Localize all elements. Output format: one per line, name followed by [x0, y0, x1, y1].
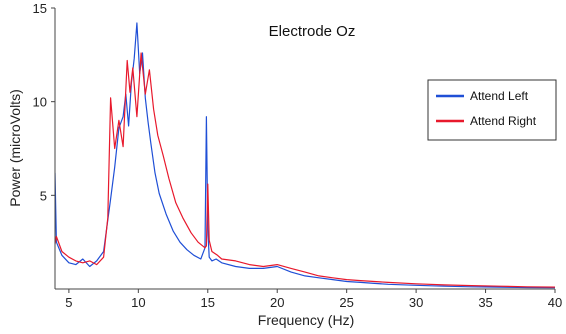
- y-tick-label: 10: [33, 95, 47, 110]
- x-tick-label: 40: [548, 295, 562, 310]
- y-axis-label: Power (microVolts): [7, 89, 23, 206]
- legend-label-attend-left: Attend Left: [470, 89, 529, 103]
- x-tick-label: 10: [131, 295, 145, 310]
- y-tick-label: 5: [40, 188, 47, 203]
- x-tick-label: 5: [65, 295, 72, 310]
- series-line-attend-left: [55, 22, 555, 289]
- y-tick-label: 15: [33, 1, 47, 16]
- legend: Attend Left Attend Right: [427, 79, 557, 141]
- chart-title: Electrode Oz: [269, 23, 356, 40]
- tick-layer: 5 10 15 20 25 30 35 40 5 10 15: [33, 1, 563, 310]
- x-tick-label: 35: [478, 295, 492, 310]
- x-tick-label: 20: [270, 295, 284, 310]
- legend-box: [427, 79, 557, 141]
- x-axis-label: Frequency (Hz): [258, 312, 354, 328]
- x-tick-label: 25: [339, 295, 353, 310]
- series-layer: [55, 22, 555, 289]
- x-tick-label: 15: [201, 295, 215, 310]
- x-tick-label: 30: [409, 295, 423, 310]
- series-line-attend-right: [55, 52, 555, 288]
- legend-label-attend-right: Attend Right: [470, 114, 537, 128]
